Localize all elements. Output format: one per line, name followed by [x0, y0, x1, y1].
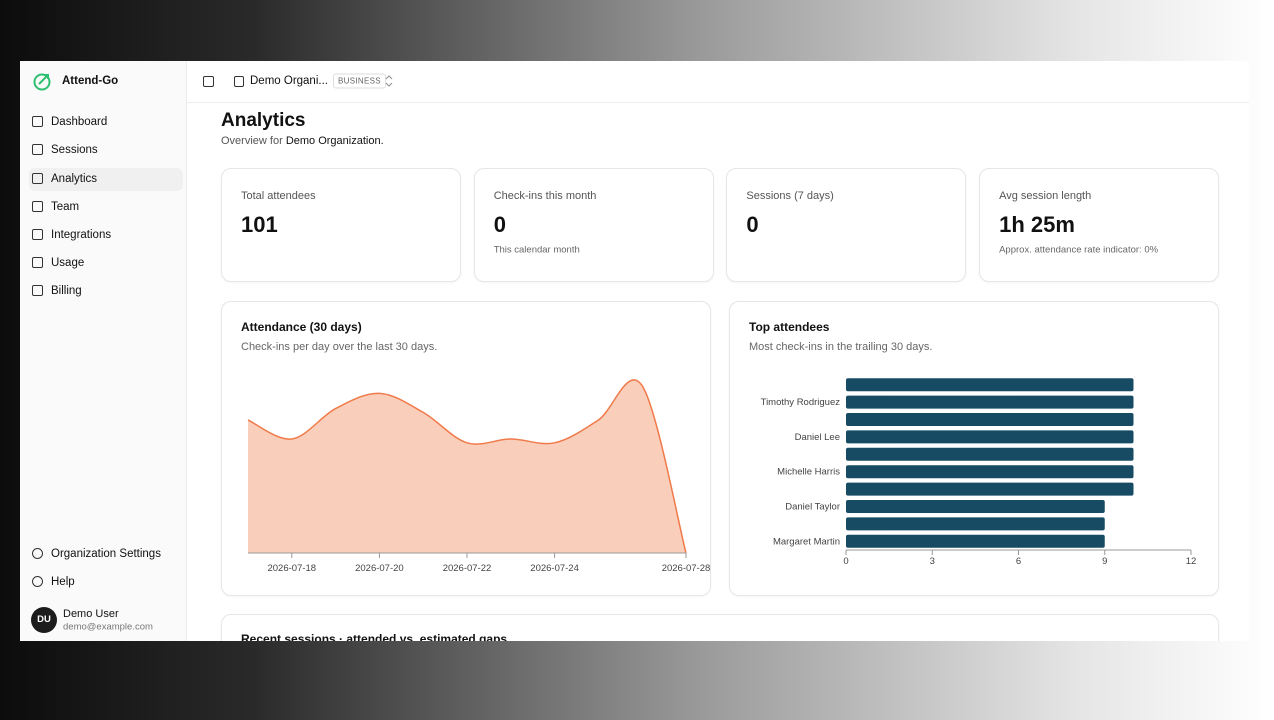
y-tick-label: Michelle Harris — [777, 467, 840, 478]
y-tick-label: Timothy Rodriguez — [761, 397, 841, 408]
user-name: Demo User — [63, 608, 119, 620]
x-tick-label: 2026-07-24 — [530, 563, 579, 574]
x-tick-label: 2026-07-22 — [443, 563, 492, 574]
bar — [846, 395, 1134, 409]
x-tick-label: 9 — [1102, 556, 1107, 567]
active-nav-bg — [29, 168, 183, 191]
x-tick-label: 12 — [1186, 556, 1197, 567]
stat-label: Total attendees — [241, 190, 316, 202]
subtitle-org: Demo Organization. — [285, 135, 384, 147]
chart-subtitle: Most check-ins in the trailing 30 days. — [749, 341, 933, 353]
chevron[interactable] — [385, 75, 393, 87]
bar — [846, 482, 1134, 496]
sidebar-toggle[interactable] — [203, 76, 214, 87]
bar — [846, 413, 1134, 426]
plan-badge: BUSINESS — [333, 73, 386, 89]
stat-card: Check-ins this month 0 This calendar month — [473, 168, 714, 282]
chart-title: Top attendees — [749, 320, 830, 334]
x-tick-label: 2026-07-20 — [355, 563, 404, 574]
nav-item[interactable]: Integrations — [51, 229, 112, 241]
nav-item[interactable]: Usage — [51, 257, 85, 269]
chart: Timothy Rodriguez Daniel Lee Michelle Harr… — [761, 378, 1197, 567]
chart-card: Top attendees Most check-ins in the trail… — [729, 301, 1219, 596]
y-tick-label: Margaret Martin — [773, 536, 840, 547]
brand-name: Attend-Go — [62, 75, 119, 87]
nav-item[interactable]: Team — [51, 201, 80, 213]
nav-icon — [32, 144, 43, 155]
nav-item[interactable]: Analytics — [51, 173, 98, 185]
x-tick-label: 0 — [843, 556, 848, 567]
stat-note: Approx. attendance rate indicator: 0% — [999, 244, 1159, 256]
recent-card: Recent sessions · attended vs. estimated… — [221, 614, 1219, 641]
help-icon — [32, 576, 43, 587]
org-icon — [234, 76, 244, 87]
nav-icon — [32, 173, 43, 184]
x-tick-label: 6 — [1016, 556, 1021, 567]
bar — [846, 378, 1134, 392]
stat-label: Avg session length — [999, 190, 1092, 202]
bar — [846, 534, 1105, 548]
nav-item[interactable]: Sessions — [51, 144, 98, 156]
bar — [846, 500, 1105, 513]
org-switcher[interactable]: Demo Organi... — [250, 75, 328, 87]
x-tick-label: 3 — [930, 556, 935, 567]
stat-label: Sessions (7 days) — [746, 190, 834, 202]
area-fill — [248, 379, 686, 553]
stat-label: Check-ins this month — [493, 190, 597, 202]
nav-item[interactable]: Help — [51, 576, 75, 588]
nav-item[interactable]: Dashboard — [51, 116, 108, 128]
bar — [846, 465, 1134, 479]
stat-card: Avg session length 1h 25m Approx. attendan… — [979, 168, 1220, 282]
recent-title: Recent sessions · attended vs. estimated… — [241, 632, 508, 641]
stat-value: 1h 25m — [999, 212, 1075, 237]
nav-icon — [32, 116, 43, 127]
nav-icon — [32, 201, 43, 212]
area-line — [247, 379, 687, 554]
x-tick-label: 2026-07-28 — [662, 563, 711, 574]
nav-icon — [32, 229, 43, 240]
stat-note: This calendar month — [493, 244, 580, 256]
y-tick-label: Daniel Taylor — [785, 502, 840, 513]
page-title: Analytics — [221, 110, 306, 131]
chart-subtitle: Check-ins per day over the last 30 days. — [241, 341, 438, 353]
y-tick-label: Daniel Lee — [795, 432, 840, 443]
nav-icon — [32, 285, 43, 296]
avatar[interactable]: DU — [31, 607, 57, 633]
topbar: Demo Organi... BUSINESS — [187, 61, 1249, 103]
stat-value: 0 — [746, 212, 759, 237]
chart-card: Attendance (30 days) Check-ins per day ov… — [221, 301, 711, 596]
chart: 2026-07-18 2026-07-20 2026-07-22 2026-07-24… — [247, 379, 711, 574]
user-email: demo@example.com — [63, 621, 153, 633]
page-subtitle: Overview for Demo Organization. — [221, 135, 384, 147]
bar — [846, 430, 1134, 444]
nav-item[interactable]: Billing — [51, 285, 82, 297]
settings-icon — [32, 548, 43, 559]
nav-icon — [32, 257, 43, 268]
brand-logo — [33, 73, 51, 91]
stat-value: 0 — [493, 212, 506, 237]
sidebar: Attend-Go Dashboard Sessions Analytics Team… — [20, 61, 187, 641]
app-window: Attend-Go Dashboard Sessions Analytics Team… — [20, 61, 1249, 641]
nav-item[interactable]: Organization Settings — [51, 548, 161, 560]
bar — [846, 517, 1105, 531]
stat-value: 101 — [241, 212, 278, 237]
x-tick-label: 2026-07-18 — [267, 563, 316, 574]
subtitle-text: Overview for — [221, 135, 283, 147]
chart-title: Attendance (30 days) — [241, 320, 362, 334]
stat-card: Sessions (7 days) 0 — [726, 168, 967, 282]
bar — [846, 447, 1134, 461]
stat-card: Total attendees 101 — [221, 168, 461, 282]
